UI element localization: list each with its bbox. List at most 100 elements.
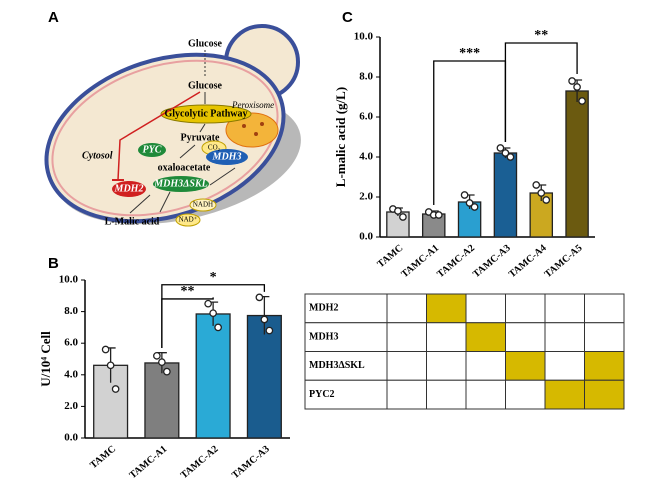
arrow: [179, 144, 196, 159]
x-tick-label: TAMC-A5: [543, 243, 585, 281]
diagram-label: MDH2: [114, 183, 144, 194]
significance-label: **: [181, 284, 195, 299]
diagram-label: oxaloacetate: [158, 162, 211, 173]
significance-bracket: [161, 284, 266, 348]
table-cell: [584, 322, 625, 352]
data-point: [106, 361, 115, 370]
arrow: [199, 123, 206, 133]
table-cell: [386, 351, 427, 381]
diagram-label: NAD⁺: [179, 216, 198, 224]
metabolite: [175, 213, 201, 227]
table-cell: [584, 379, 625, 410]
significance-label: *: [210, 270, 217, 285]
arrow: [129, 194, 151, 214]
table-cell: [386, 379, 427, 410]
bar: [565, 90, 589, 238]
table-cell: [544, 379, 585, 410]
diagram-label: CO₂: [208, 144, 221, 152]
table-cell: [426, 322, 467, 352]
table-cell: [465, 293, 506, 324]
data-point: [111, 385, 120, 393]
table-cell: [465, 351, 506, 381]
data-point: [158, 358, 166, 367]
table-cell: [426, 351, 467, 381]
data-point: [496, 144, 505, 152]
diagram-label: Glucose: [188, 80, 222, 91]
y-axis-label: L-malic acid (g/L): [333, 87, 348, 187]
data-point: [209, 309, 217, 318]
y-tick-label: 4.0: [64, 368, 78, 380]
panel-label: A: [48, 9, 59, 26]
x-tick-label: TAMC-A1: [399, 243, 441, 281]
panel-label: C: [342, 9, 353, 26]
y-tick-label: 10.0: [59, 274, 79, 286]
y-tick-label: 2.0: [64, 400, 78, 412]
enzyme: [138, 143, 166, 157]
table-cell: [304, 322, 388, 352]
y-tick-label: 8.0: [359, 71, 373, 83]
cell-diagram: Glucose Glucose Glycolytic Pathway Pyruv…: [44, 24, 301, 227]
diagram-label: NADH: [193, 201, 213, 209]
y-tick-label: 0.0: [64, 432, 78, 444]
membrane: [51, 59, 279, 217]
table-cell: [544, 351, 585, 381]
data-point: [101, 345, 110, 354]
data-point: [542, 196, 551, 204]
diagram-label: Cytosol: [82, 150, 113, 161]
data-point: [434, 211, 443, 219]
x-tick-label: TAMC-A3: [471, 243, 513, 281]
table-cell: [584, 351, 625, 381]
diagram-label: L-Malic acid: [105, 216, 160, 227]
y-tick-label: 8.0: [64, 305, 78, 317]
data-point: [506, 153, 515, 161]
data-point: [578, 97, 586, 105]
enzyme: [206, 149, 248, 165]
table-cell: [505, 322, 546, 352]
enzyme: [160, 104, 252, 124]
row-label: PYC2: [309, 389, 335, 400]
row-label: MDH3ΔSKL: [309, 360, 365, 371]
bar: [144, 362, 180, 439]
x-tick-label: TAMC: [375, 243, 405, 271]
bar: [246, 314, 282, 439]
panel-label: B: [48, 255, 59, 272]
diagram-label: Pyruvate: [181, 132, 220, 143]
data-point: [204, 299, 212, 308]
table-cell: [505, 379, 546, 410]
table-cell: [426, 293, 467, 324]
table-cell: [386, 293, 427, 324]
data-point: [501, 149, 510, 157]
y-tick-label: 10.0: [354, 31, 374, 43]
data-point: [163, 367, 171, 376]
y-tick-label: 0.0: [359, 231, 373, 243]
row-label: MDH3: [309, 331, 338, 342]
table-cell: [544, 293, 585, 324]
data-point: [465, 199, 474, 207]
bar: [493, 152, 518, 238]
x-tick-label: TAMC: [88, 444, 118, 472]
data-point: [153, 351, 161, 360]
x-tick-label: TAMC-A2: [179, 444, 221, 482]
gene-table: MDH2 MDH3 MDH3ΔSKL PYC2: [304, 293, 625, 410]
table-cell: [304, 351, 388, 381]
table-cell: [465, 322, 506, 352]
significance-label: ***: [459, 46, 480, 61]
x-tick-label: TAMC-A2: [435, 243, 477, 281]
diagram-label: MDH3ΔSKL: [153, 178, 208, 189]
enzyme: [112, 181, 146, 197]
data-point: [460, 191, 469, 199]
data-point: [214, 323, 222, 332]
enzyme: [153, 176, 209, 192]
table-cell: [544, 322, 585, 352]
y-tick-label: 6.0: [359, 111, 373, 123]
data-point: [260, 315, 269, 324]
data-point: [532, 181, 541, 189]
data-point: [394, 207, 402, 215]
cell: [44, 52, 286, 224]
data-point: [399, 213, 407, 221]
y-tick-label: 6.0: [64, 337, 78, 349]
y-tick-label: 4.0: [359, 151, 373, 163]
arrow: [159, 191, 171, 213]
metabolite: [189, 198, 217, 212]
